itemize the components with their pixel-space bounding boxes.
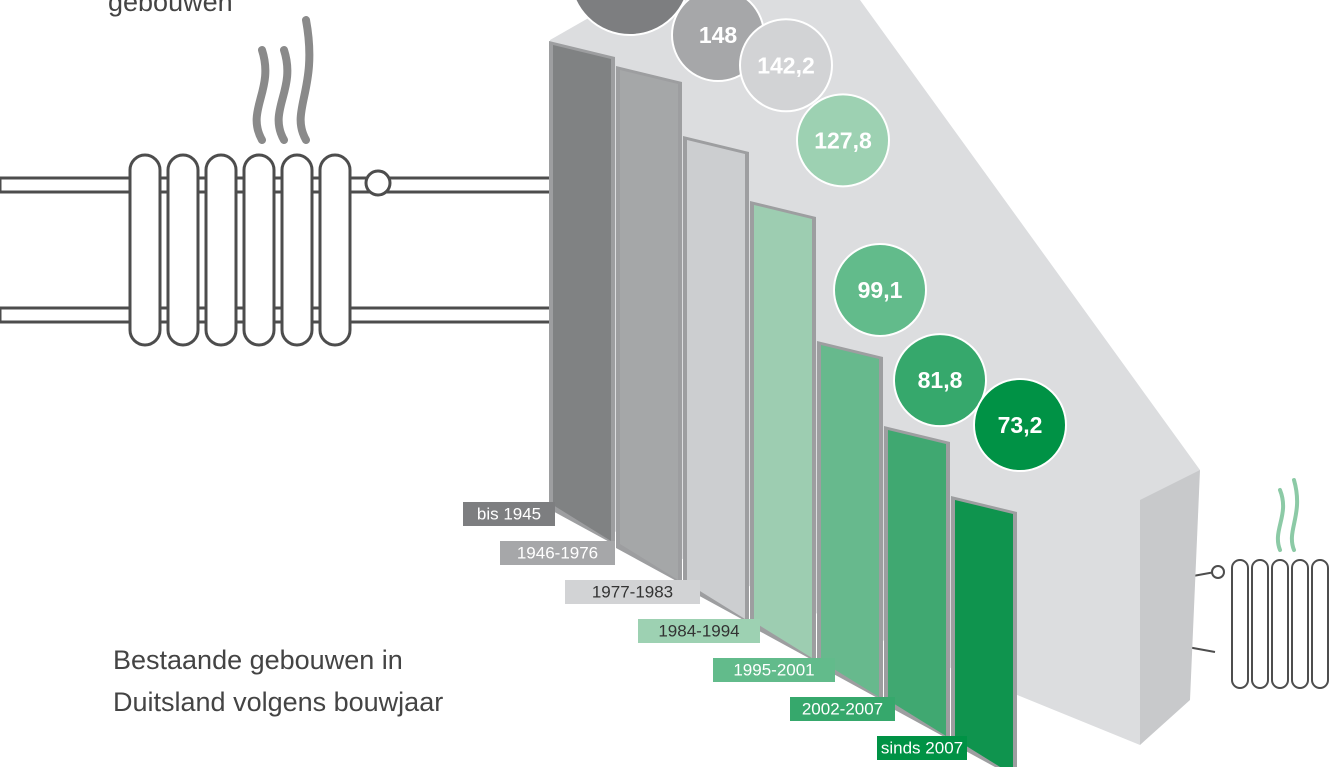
fin [280,153,314,347]
tag-bg [463,502,555,526]
tag-bg [713,658,835,682]
tag-bg [638,619,760,643]
radiator-left [0,16,554,347]
value-bubble [893,333,987,428]
panel [687,140,745,619]
panel [955,500,1013,767]
category-label: bis 1945 [477,504,541,523]
panel [821,345,879,697]
tag-bg [877,736,967,760]
fin [128,153,162,347]
value-bubble [833,242,927,337]
category-label: 2002-2007 [802,699,883,718]
pipe [0,176,554,194]
steam [1275,478,1300,552]
valve [1211,565,1225,579]
value-label: 99,1 [858,277,903,303]
fin [1271,559,1289,689]
panel [888,430,946,736]
fin [1231,559,1249,689]
valve [364,169,392,197]
steam [252,16,314,144]
category-label: 1995-2001 [733,660,814,679]
value-label: 127,8 [814,127,872,153]
value-label: 81,8 [918,367,963,393]
category-label: sinds 2007 [881,738,963,757]
panel [620,70,678,580]
tag-bg [565,580,700,604]
value-bubble [973,378,1067,472]
tag-bg [790,697,895,721]
value-label: 148 [699,22,738,48]
block-side [1140,470,1200,745]
category-label: 1977-1983 [592,582,673,601]
value-label: 73,2 [998,412,1043,438]
caption-line: Duitsland volgens bouwjaar [113,687,443,717]
value-bubble [574,0,686,36]
category-label: 1984-1994 [658,621,739,640]
panel [754,205,812,658]
value-bubble [739,18,833,113]
pipe [0,306,554,324]
title: gebouwen [108,0,233,17]
caption-line: Bestaande gebouwen in [113,645,403,675]
fin [242,153,276,347]
value-bubble [796,93,890,188]
fin [1291,559,1309,689]
category-label: 1946-1976 [517,543,598,562]
tag-bg [500,541,615,565]
fin [204,153,238,347]
fin [318,153,352,347]
fin [166,153,200,347]
panels [549,41,1017,767]
value-label: 142,2 [757,52,815,78]
panel [553,45,611,541]
fin [1251,559,1269,689]
fin [1311,559,1329,689]
radiator-right [1100,478,1329,689]
